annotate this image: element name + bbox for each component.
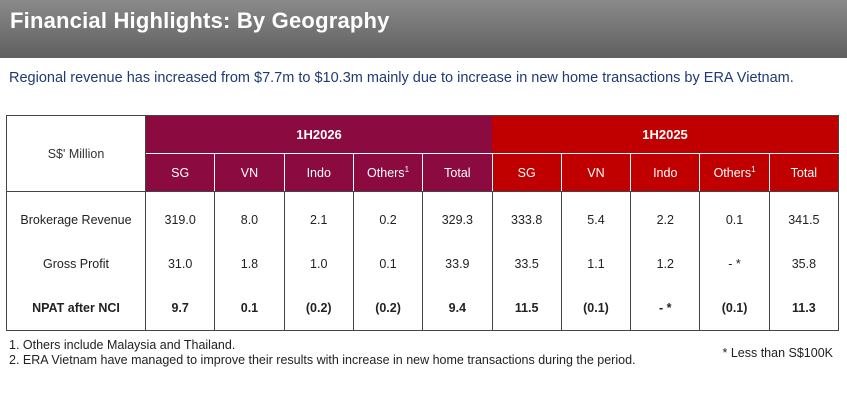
table-cell: 329.3	[422, 191, 493, 242]
others-label: Others	[367, 166, 405, 181]
row-label: Gross Profit	[6, 242, 146, 286]
footnotes: 1. Others include Malaysia and Thailand.…	[9, 338, 636, 368]
table-row: NPAT after NCI 9.7 0.1 (0.2) (0.2) 9.4 1…	[6, 286, 839, 331]
table-cell: 0.1	[353, 242, 424, 286]
table-cell: 341.5	[788, 213, 820, 227]
period-header-1h2025: 1H2025	[492, 115, 839, 154]
table-cell: (0.1)	[561, 286, 632, 331]
table-cell: 11.3	[792, 301, 816, 315]
table-cell: 2.2	[630, 191, 701, 242]
table-cell: 31.0	[145, 242, 216, 286]
unit-label: S$' Million	[6, 115, 146, 192]
table-cell: 0.1	[214, 286, 285, 331]
table-cell: 8.0	[214, 191, 285, 242]
footnote-mark: 1	[404, 164, 410, 174]
table-cell: 0.1	[699, 191, 770, 242]
table-cell: 33.5	[492, 242, 562, 286]
table-cell: 1.8	[214, 242, 285, 286]
row-label: Brokerage Revenue	[6, 191, 146, 242]
financial-table: S$' Million 1H2026 1H2025 SG VN Indo Oth…	[6, 115, 840, 331]
column-header-others: Others1	[699, 153, 770, 192]
table-row: Gross Profit 31.0 1.8 1.0 0.1 33.9 33.5 …	[6, 242, 839, 286]
table-cell: 2.1	[284, 191, 354, 242]
table-cell: 319.0	[145, 191, 216, 242]
column-header-indo: Indo	[630, 153, 701, 192]
table-cell: (0.2)	[353, 286, 424, 331]
asterisk-note: * Less than S$100K	[722, 346, 834, 360]
table-cell: - *	[699, 242, 770, 286]
table-cell: 9.4	[422, 286, 493, 331]
period-header-row: S$' Million 1H2026 1H2025	[6, 115, 839, 192]
column-header-sg: SG	[492, 153, 562, 192]
table-cell: 0.2	[353, 191, 424, 242]
table-cell: 1.0	[284, 242, 354, 286]
table-cell: 9.7	[145, 286, 216, 331]
footnote-1: 1. Others include Malaysia and Thailand.	[9, 338, 236, 352]
table-cell: 333.8	[492, 191, 562, 242]
table-cell: 1.1	[561, 242, 632, 286]
footnote-2: 2. ERA Vietnam have managed to improve t…	[9, 353, 636, 367]
table-cell: 33.9	[422, 242, 493, 286]
table-cell: (0.1)	[699, 286, 770, 331]
others-label: Others	[713, 166, 752, 181]
column-header-row: SG VN Indo Others1 Total SG VN Indo Othe…	[7, 153, 839, 192]
row-label: NPAT after NCI	[6, 286, 146, 331]
table-cell: 11.5	[492, 286, 562, 331]
column-header-sg: SG	[145, 153, 216, 192]
table-cell: - *	[630, 286, 701, 331]
table-cell: 1.2	[630, 242, 701, 286]
summary-text: Regional revenue has increased from $7.7…	[9, 70, 794, 86]
page-title: Financial Highlights: By Geography	[10, 8, 390, 33]
period-header-1h2026: 1H2026	[145, 115, 493, 154]
header-bar: Financial Highlights: By Geography	[0, 0, 847, 58]
column-header-vn: VN	[214, 153, 285, 192]
column-header-indo: Indo	[284, 153, 354, 192]
column-header-others: Others1	[353, 153, 424, 192]
table-cell: 5.4	[561, 191, 632, 242]
table-row: Brokerage Revenue 319.0 8.0 2.1 0.2 329.…	[6, 191, 839, 242]
footnote-mark: 1	[751, 164, 756, 174]
table-cell: (0.2)	[284, 286, 354, 331]
table-cell: 35.8	[791, 257, 817, 271]
column-header-vn: VN	[561, 153, 632, 192]
column-header-total: Total	[422, 153, 493, 192]
column-header-total: Total	[769, 153, 839, 192]
